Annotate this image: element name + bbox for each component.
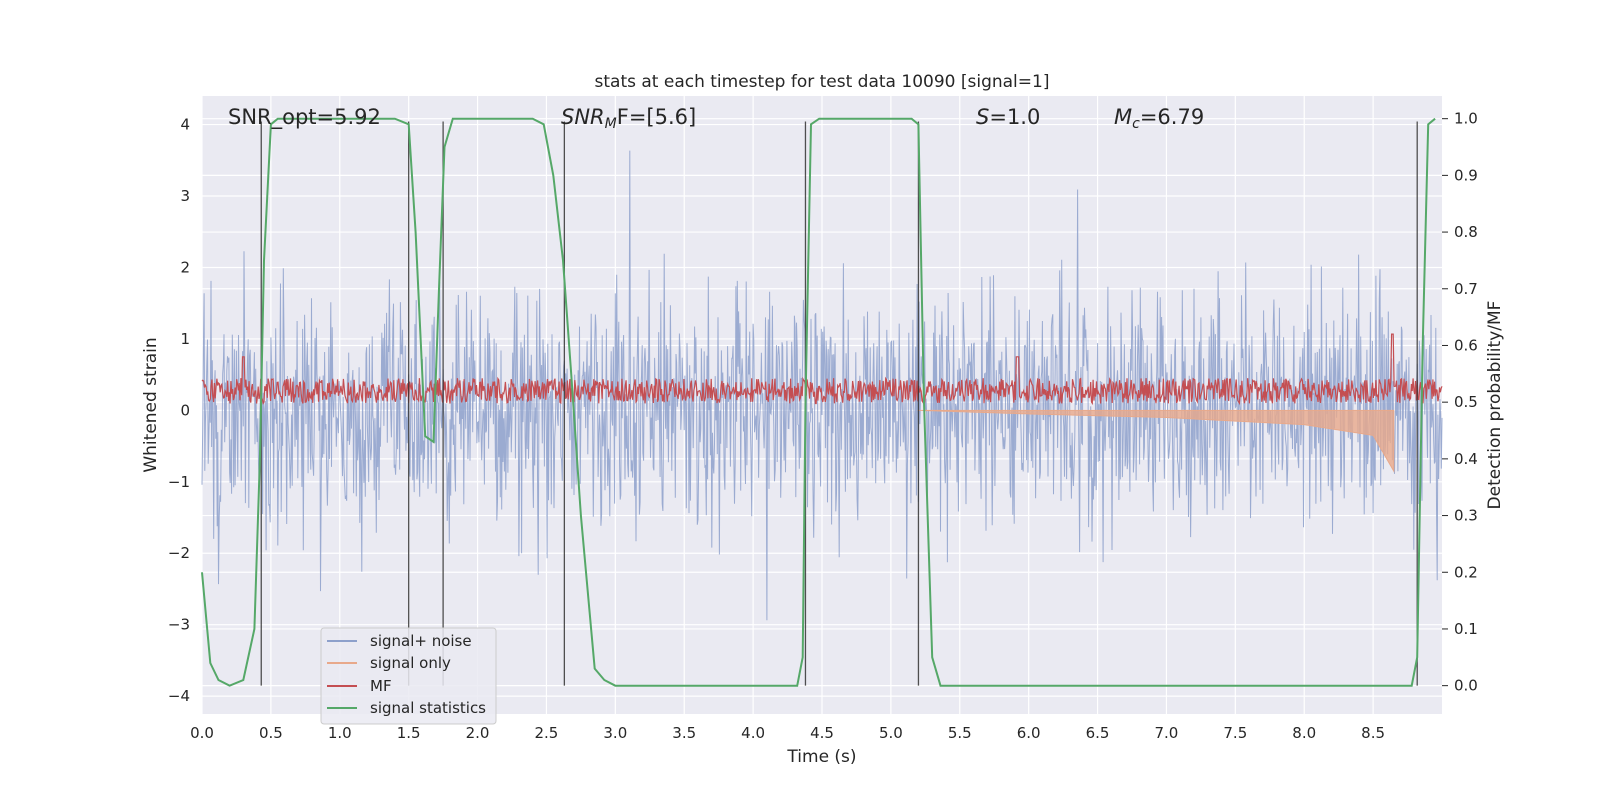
annotation-snr-opt: SNR_opt=5.92 <box>228 105 381 130</box>
x-tick-label: 7.5 <box>1223 724 1247 742</box>
y2-tick-label: 0.0 <box>1454 677 1478 695</box>
y2-tick-label: 0.8 <box>1454 223 1478 241</box>
x-tick-label: 0.5 <box>259 724 283 742</box>
y2-tick-label: 0.3 <box>1454 507 1478 525</box>
snr-mf-rest: F=[5.6] <box>617 105 696 129</box>
x-tick-label: 4.5 <box>810 724 834 742</box>
legend-label-signal-statistics: signal statistics <box>370 699 486 717</box>
x-tick-label: 7.0 <box>1155 724 1179 742</box>
x-tick-label: 6.5 <box>1086 724 1110 742</box>
y-tick-label: 2 <box>180 258 190 276</box>
y-tick-label: −1 <box>168 473 190 491</box>
x-tick-label: 4.0 <box>741 724 765 742</box>
x-tick-label: 8.0 <box>1292 724 1316 742</box>
s-rest: =1.0 <box>989 105 1040 129</box>
y2-tick-label: 0.9 <box>1454 166 1478 184</box>
legend: signal+ noise signal only MF signal stat… <box>320 627 497 725</box>
chart-title: stats at each timestep for test data 100… <box>595 72 1050 92</box>
signal-statistics-series <box>201 117 1436 687</box>
y-axis-label: Whitened strain <box>141 337 161 472</box>
signal-statistics-line <box>201 117 1436 687</box>
y-tick-label: −2 <box>168 544 190 562</box>
annotation-snr-mf: SNRMF=[5.6] <box>561 105 696 132</box>
annotation-s: S=1.0 <box>976 105 1040 129</box>
legend-label-signal-only: signal only <box>370 654 451 672</box>
annotation-mc: Mc=6.79 <box>1114 105 1204 132</box>
legend-label-mf: MF <box>370 677 392 695</box>
y2-tick-label: 0.4 <box>1454 450 1478 468</box>
x-tick-label: 1.0 <box>328 724 352 742</box>
y-tick-label: 3 <box>180 187 190 205</box>
y2-tick-label: 0.1 <box>1454 620 1478 638</box>
y2-tick-label: 0.5 <box>1454 393 1478 411</box>
x-tick-label: 2.5 <box>535 724 559 742</box>
x-tick-label: 2.0 <box>466 724 490 742</box>
y2-tick-label: 1.0 <box>1454 110 1478 128</box>
y-tick-label: 0 <box>180 401 190 419</box>
x-tick-label: 3.5 <box>672 724 696 742</box>
mc-sub: c <box>1132 116 1140 132</box>
x-tick-label: 5.5 <box>948 724 972 742</box>
signal-only-line <box>917 409 1395 473</box>
x-tick-label: 6.0 <box>1017 724 1041 742</box>
x-axis-label: Time (s) <box>786 747 856 767</box>
x-tick-label: 0.0 <box>190 724 214 742</box>
y2-tick-label: 0.2 <box>1454 563 1478 581</box>
y2-ticks: 1.0 0.9 0.8 0.7 0.6 0.5 0.4 0.3 0.2 0.1 0.0 <box>1442 110 1478 695</box>
x-tick-label: 8.5 <box>1361 724 1385 742</box>
y-tick-label: −3 <box>168 616 190 634</box>
y2-axis-label: Detection probability/MF <box>1485 301 1505 510</box>
x-ticks: 0.0 0.5 1.0 1.5 2.0 2.5 3.0 3.5 4.0 4.5 5.0 5.5 6.0 6… <box>190 724 1385 742</box>
signal-only-series <box>917 409 1395 473</box>
legend-box <box>320 627 497 725</box>
y-tick-label: 4 <box>180 116 190 134</box>
x-tick-label: 3.0 <box>603 724 627 742</box>
y2-tick-label: 0.7 <box>1454 280 1478 298</box>
legend-label-signal-noise: signal+ noise <box>370 632 472 650</box>
snr-mf-main: SNR <box>561 105 605 129</box>
x-tick-label: 5.0 <box>879 724 903 742</box>
y-ticks: 4 3 2 1 0 −1 −2 −3 −4 <box>168 116 190 706</box>
x-tick-label: 1.5 <box>397 724 421 742</box>
mc-rest: =6.79 <box>1140 105 1204 129</box>
y-tick-label: −4 <box>168 687 190 705</box>
y2-tick-label: 0.6 <box>1454 336 1478 354</box>
s-italic: S <box>976 105 989 129</box>
mc-main: M <box>1114 105 1132 129</box>
snr-mf-sub: M <box>605 116 617 132</box>
y-tick-label: 1 <box>180 330 190 348</box>
